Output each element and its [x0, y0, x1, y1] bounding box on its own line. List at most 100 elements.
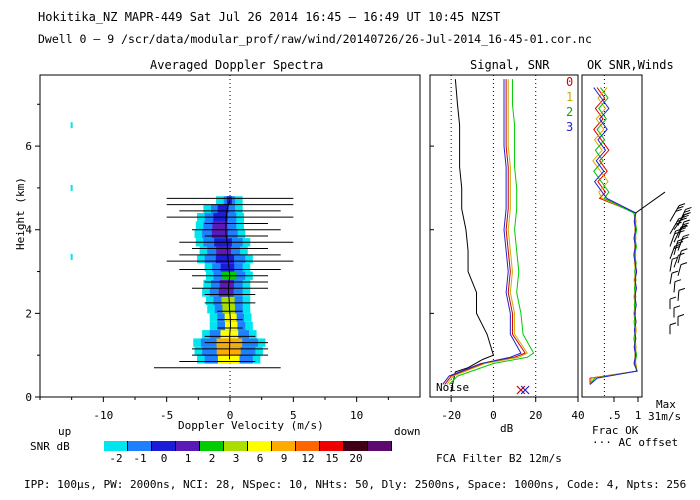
wind-barb-flag [681, 225, 688, 229]
colorbar-swatch [200, 441, 224, 451]
wind-barb-flag [675, 228, 682, 232]
x-tick-label: 1 [635, 409, 642, 422]
spectrum-core [217, 204, 229, 213]
isolated-echo [70, 184, 73, 191]
wind-barb-flag [678, 216, 685, 220]
isolated-echo [70, 253, 73, 260]
wind-barb-flag [680, 224, 688, 228]
doppler-up-label: up [58, 425, 72, 438]
wind-barb-flag [680, 262, 688, 266]
colorbar-swatch [272, 441, 296, 451]
x-tick-label: -20 [441, 409, 461, 422]
colorbar-title: SNR dB [30, 440, 70, 453]
colorbar-swatch [176, 441, 200, 451]
wind-barb-flag [673, 305, 681, 309]
okwinds-panel-title: OK SNR,Winds [587, 58, 674, 72]
signal-series-snr-1 [446, 79, 528, 385]
x-tick-label: 0 [490, 409, 497, 422]
doppler-xlabel: Doppler Velocity (m/s) [178, 419, 324, 432]
x-tick-label: 20 [529, 409, 542, 422]
signal-series-signal [450, 79, 495, 391]
wind-barb-flag [675, 221, 682, 225]
doppler-ylabel: Height (km) [14, 177, 27, 250]
colorbar-swatch [344, 441, 368, 451]
legend-3: 3 [566, 120, 574, 134]
signal-frame [429, 74, 579, 398]
colorbar-swatch [152, 441, 176, 451]
spectrum-core [222, 305, 236, 314]
mean-velocity-trace [225, 200, 232, 360]
doppler-panel-title: Averaged Doppler Spectra [150, 58, 324, 72]
wind-barb-flag [681, 248, 688, 252]
x-tick-label: -5 [160, 409, 173, 422]
colorbar-swatch [320, 441, 344, 451]
colorbar-tick-label: 15 [325, 452, 339, 465]
wind-barb-flag [678, 252, 685, 256]
y-tick-label: 4 [25, 224, 32, 237]
colorbar-tick-label: 2 [208, 452, 216, 465]
spectrum-core [216, 246, 232, 255]
wind-barb-flag [677, 206, 684, 209]
wind-barb-flag [682, 222, 689, 226]
wind-barb-flag [671, 270, 679, 274]
isolated-echo [70, 122, 73, 129]
x-tick-label: 40 [571, 409, 584, 422]
colorbar-tick-label: 20 [349, 452, 363, 465]
frac-ok-series-1 [589, 87, 638, 385]
y-tick-label: 2 [25, 307, 32, 320]
signal-xlabel: dB [500, 422, 514, 435]
max-label: Max [656, 398, 676, 411]
ac-offset-label: ··· AC offset [592, 436, 679, 449]
footer-params: IPP: 100µs, PW: 2000ns, NCI: 28, NSpec: … [24, 478, 687, 491]
header-title: Hokitika_NZ MAPR-449 Sat Jul 26 2014 16:… [38, 10, 501, 24]
wind-barb [677, 290, 680, 301]
wind-barb [673, 281, 676, 293]
spectrum-core [219, 279, 234, 289]
wind-barb-flag [676, 241, 684, 244]
colorbar-swatch [104, 441, 128, 451]
max-value: 31m/s [648, 410, 682, 423]
colorbar-swatch [296, 441, 320, 451]
colorbar-tick-label: 6 [256, 452, 264, 465]
frac-ok-label: Frac OK [592, 424, 639, 437]
signal-panel-title: Signal, SNR [470, 58, 550, 72]
spectrum-core [216, 346, 241, 356]
x-tick-label: .5 [607, 409, 620, 422]
wind-barb [677, 264, 682, 276]
header-file-path: Dwell 0 – 9 /scr/data/modular_prof/raw/w… [38, 32, 592, 46]
signal-series-snr-0 [444, 79, 526, 385]
colorbar-tick-label: -2 [109, 452, 123, 465]
wind-barb-flag [685, 206, 692, 210]
wind-barb [677, 250, 682, 264]
colorbar [104, 441, 392, 451]
colorbar-swatch [368, 441, 392, 451]
wind-barb-flag [677, 314, 685, 317]
wind-barb-flag [674, 243, 681, 247]
wind-barb-flag [674, 279, 682, 283]
wind-barb-flag [674, 231, 681, 235]
wind-barb-flag [669, 322, 677, 326]
wind-barb [669, 259, 673, 272]
spectrum-core [224, 321, 238, 331]
noise-marker [520, 385, 530, 395]
wind-barb-flag [684, 209, 691, 213]
signal-series-snr-3 [442, 79, 522, 385]
legend-2: 2 [566, 105, 574, 119]
fca-filter-label: FCA Filter B2 12m/s [436, 452, 562, 465]
wind-barb-flag [682, 234, 690, 238]
legend-0: 0 [566, 75, 574, 89]
colorbar-tick-label: 3 [232, 452, 240, 465]
wind-barb [669, 273, 673, 285]
wind-barb-flag [676, 219, 684, 222]
legend-1: 1 [566, 90, 574, 104]
signal-series-snr-2 [448, 79, 535, 385]
x-tick-label: 5 [290, 409, 297, 422]
spectrum-core [217, 355, 240, 364]
x-tick-label: 0 [227, 409, 234, 422]
wind-barb-flag [675, 208, 682, 212]
frac-ok-series-0 [589, 87, 638, 385]
wind-barb-flag [678, 287, 686, 291]
spectrum-core [211, 229, 228, 239]
wind-barb-flag [669, 296, 677, 300]
